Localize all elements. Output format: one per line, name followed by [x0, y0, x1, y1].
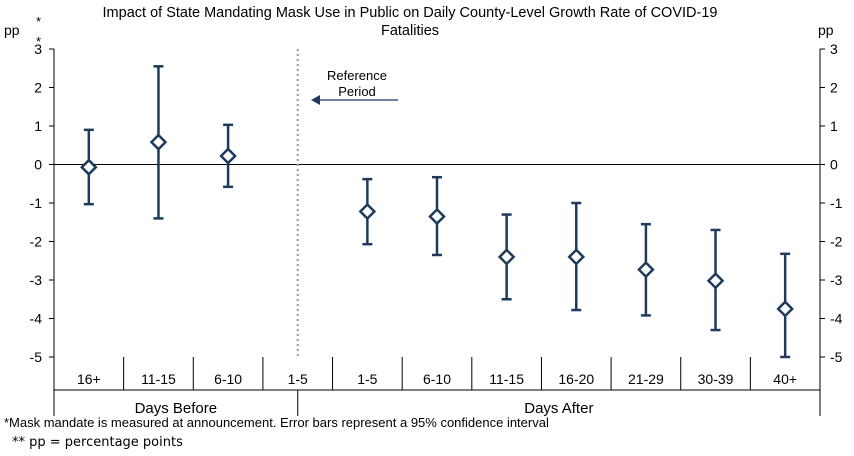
left-axis-unit: pp: [4, 22, 20, 38]
x-tick-label: 1-5: [288, 371, 308, 387]
x-tick-label: 11-15: [141, 371, 176, 387]
right-y-tick-label: 1: [830, 118, 838, 134]
left-y-tick-label: -2: [30, 234, 43, 250]
right-y-tick-label: -4: [830, 311, 843, 327]
left-y-tick-label: -4: [30, 311, 43, 327]
x-tick-label: 40+: [773, 371, 797, 387]
x-tick-label: 21-29: [628, 371, 664, 387]
group-label-before: Days Before: [135, 400, 218, 417]
left-y-tick-label: 0: [34, 157, 42, 173]
point-estimate-marker: [776, 300, 794, 318]
left-y-tick-label: 2: [34, 80, 42, 96]
point-estimate-marker: [567, 248, 586, 266]
x-tick-label: 16+: [77, 371, 101, 387]
x-tick-label: 6-10: [214, 371, 242, 387]
left-y-tick-label: -1: [30, 195, 43, 211]
x-tick-label: 1-5: [357, 371, 377, 387]
left-y-tick-label: 1: [34, 118, 42, 134]
right-y-tick-label: 3: [830, 41, 838, 57]
chart-title: Impact of State Mandating Mask Use in Pu…: [102, 5, 718, 39]
right-axis-unit: pp: [818, 22, 834, 38]
point-estimate-marker: [358, 202, 377, 221]
annotation-arrow-head: [311, 95, 320, 105]
point-estimate-marker: [219, 147, 237, 165]
annotation-period: Period: [338, 84, 376, 99]
footnote-2: ** pp = percentage points: [12, 435, 183, 450]
point-estimate-marker: [637, 260, 655, 279]
point-estimate-marker: [149, 133, 168, 151]
x-tick-label: 6-10: [423, 371, 451, 387]
point-estimate-marker: [428, 207, 446, 226]
left-y-tick-label: 3: [34, 41, 42, 57]
x-tick-label: 30-39: [698, 371, 734, 387]
right-y-tick-label: 0: [830, 157, 838, 173]
x-tick-label: 16-20: [558, 371, 594, 387]
right-y-tick-label: 2: [830, 80, 838, 96]
annotation-reference: Reference: [327, 68, 387, 83]
left-unit-asterisk-1: *: [36, 14, 42, 29]
left-y-tick-label: -3: [30, 272, 43, 288]
right-y-tick-label: -1: [830, 195, 843, 211]
left-unit-asterisk-2: *: [36, 34, 42, 49]
point-estimate-marker: [706, 272, 725, 290]
left-y-tick-label: -5: [30, 349, 43, 365]
point-estimate-marker: [80, 158, 98, 176]
right-y-tick-label: -2: [830, 234, 843, 250]
x-tick-label: 11-15: [489, 371, 524, 387]
right-y-tick-label: -3: [830, 272, 843, 288]
group-label-after: Days After: [524, 400, 593, 417]
footnote-1: *Mask mandate is measured at announcemen…: [4, 415, 549, 430]
right-y-tick-label: -5: [830, 349, 843, 365]
point-estimate-marker: [497, 248, 516, 266]
